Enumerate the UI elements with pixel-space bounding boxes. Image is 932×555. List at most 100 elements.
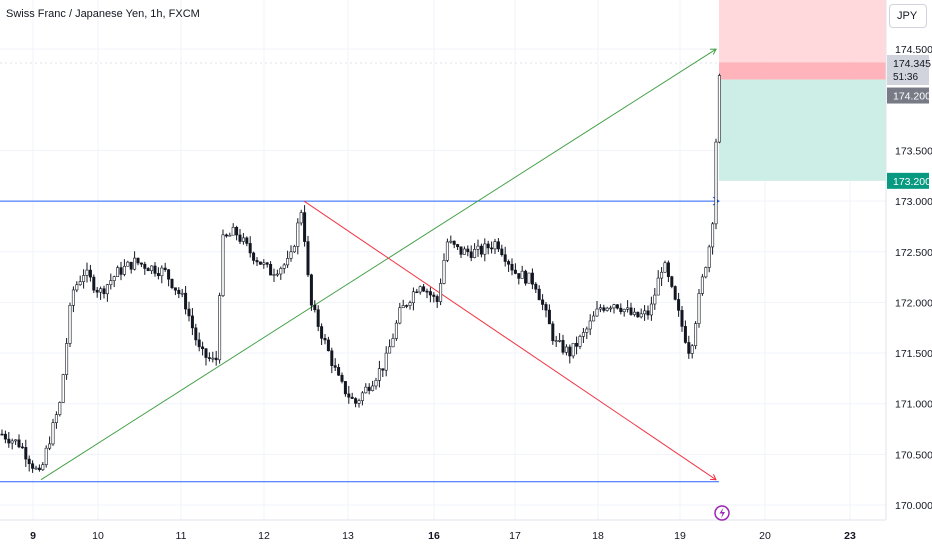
candle bbox=[262, 259, 266, 269]
candle-body bbox=[377, 368, 381, 381]
candle-body bbox=[456, 244, 460, 248]
candle bbox=[228, 232, 232, 237]
candle-body bbox=[17, 439, 21, 448]
candle bbox=[568, 344, 572, 364]
candles bbox=[0, 73, 721, 473]
candle-body bbox=[442, 260, 446, 284]
candle-body bbox=[279, 268, 283, 275]
last-price-box bbox=[887, 55, 929, 85]
candle-body bbox=[306, 241, 310, 276]
entry-price-label: 174.200 bbox=[887, 87, 931, 104]
candle bbox=[3, 430, 7, 444]
candle-body bbox=[646, 310, 650, 316]
candle bbox=[48, 436, 52, 451]
candle-body bbox=[340, 374, 344, 382]
candle bbox=[632, 307, 636, 317]
candle bbox=[326, 336, 330, 352]
candle-body bbox=[449, 240, 453, 243]
candle bbox=[554, 335, 558, 347]
candle bbox=[384, 346, 388, 377]
candle bbox=[330, 347, 334, 374]
stop-loss-zone[interactable] bbox=[719, 0, 886, 63]
trend-line-2[interactable] bbox=[303, 200, 717, 481]
candle bbox=[303, 205, 307, 247]
candle bbox=[14, 439, 18, 445]
currency-button[interactable]: JPY bbox=[889, 4, 927, 28]
candle bbox=[476, 239, 480, 257]
chart-title: Swiss Franc / Japanese Yen, 1h, FXCM bbox=[6, 8, 200, 20]
candle-body bbox=[88, 269, 92, 278]
candle-body bbox=[660, 271, 664, 279]
candle bbox=[469, 245, 473, 262]
candle bbox=[65, 337, 69, 380]
candle-body bbox=[119, 267, 123, 275]
candle bbox=[139, 262, 143, 268]
price-axis[interactable]: 174.500 173.500 173.000 172.500 172.000 171.5… bbox=[895, 44, 932, 512]
candle-body bbox=[357, 400, 361, 404]
position-tool[interactable] bbox=[719, 0, 886, 181]
take-profit-zone[interactable] bbox=[719, 79, 886, 181]
candle-body bbox=[653, 294, 657, 305]
candle-body bbox=[156, 273, 160, 277]
last-price-text: 174.345 bbox=[893, 58, 931, 70]
candle bbox=[163, 262, 167, 272]
candle bbox=[585, 326, 589, 340]
candle bbox=[439, 278, 443, 306]
candle-body bbox=[575, 342, 579, 347]
candle-body bbox=[398, 307, 402, 324]
candle-body bbox=[629, 307, 633, 315]
candle bbox=[167, 269, 171, 287]
candle bbox=[211, 351, 215, 363]
candle bbox=[677, 292, 681, 317]
candle-body bbox=[503, 254, 507, 262]
candle bbox=[666, 260, 670, 283]
candle bbox=[588, 314, 592, 336]
candle bbox=[143, 261, 147, 275]
candle bbox=[306, 235, 310, 278]
candle bbox=[24, 439, 28, 467]
candle-body bbox=[700, 276, 704, 294]
candle bbox=[333, 358, 337, 372]
lightning-icon[interactable] bbox=[714, 505, 730, 521]
candle bbox=[160, 265, 164, 284]
target-price-label: 173.200 bbox=[887, 172, 931, 189]
current-loss-zone[interactable] bbox=[719, 62, 886, 80]
candle bbox=[418, 285, 422, 295]
candle-body bbox=[299, 212, 303, 224]
candle-body bbox=[184, 292, 188, 310]
candle bbox=[214, 350, 218, 366]
candle-body bbox=[595, 308, 599, 317]
candle bbox=[231, 223, 235, 236]
candle-body bbox=[160, 267, 164, 277]
time-tick-label: 13 bbox=[342, 530, 354, 542]
candle-body bbox=[252, 252, 256, 261]
candle-body bbox=[581, 332, 585, 337]
price-tick-label: 171.000 bbox=[895, 399, 932, 411]
candle bbox=[571, 342, 575, 359]
candle bbox=[252, 251, 256, 265]
trend-lines[interactable] bbox=[40, 48, 717, 481]
candle-body bbox=[109, 280, 113, 285]
candle-body bbox=[622, 308, 626, 313]
candle bbox=[459, 246, 463, 259]
candle bbox=[445, 238, 449, 263]
candle-body bbox=[303, 212, 307, 242]
candle-body bbox=[65, 343, 69, 375]
candle-body bbox=[585, 328, 589, 333]
time-tick-label: 17 bbox=[509, 530, 521, 542]
trend-line-1[interactable] bbox=[40, 48, 717, 481]
candle-body bbox=[666, 262, 670, 277]
candle-body bbox=[48, 443, 52, 449]
candle bbox=[592, 311, 596, 322]
candle-body bbox=[656, 277, 660, 296]
candle-body bbox=[615, 304, 619, 309]
time-axis[interactable]: 9 10 11 12 13 16 17 18 19 20 23 bbox=[30, 530, 856, 542]
candle-body bbox=[513, 269, 517, 274]
candle bbox=[71, 286, 75, 313]
candle-body bbox=[507, 261, 511, 265]
candle-body bbox=[27, 458, 31, 465]
candle-body bbox=[602, 307, 606, 311]
candle-body bbox=[677, 299, 681, 311]
